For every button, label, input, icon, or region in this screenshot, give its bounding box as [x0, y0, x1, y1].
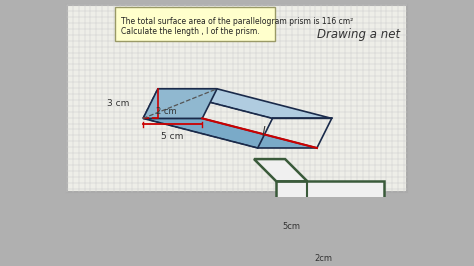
Polygon shape [143, 89, 217, 118]
Text: 5cm: 5cm [283, 222, 301, 231]
FancyBboxPatch shape [67, 5, 407, 192]
Text: Drawing a net: Drawing a net [317, 28, 400, 41]
Text: 5 cm: 5 cm [162, 132, 184, 141]
Text: The total surface area of the parallelogram prism is 116 cm²: The total surface area of the parallelog… [121, 17, 353, 26]
Bar [276, 181, 383, 248]
Text: Calculate the length , l of the prism.: Calculate the length , l of the prism. [121, 27, 259, 36]
Text: 2 cm: 2 cm [155, 107, 176, 115]
Text: 3 cm: 3 cm [107, 99, 130, 108]
FancyBboxPatch shape [115, 7, 275, 41]
Text: l: l [262, 126, 265, 139]
Polygon shape [158, 89, 332, 118]
Polygon shape [254, 248, 307, 266]
Text: 2cm: 2cm [315, 255, 333, 264]
Polygon shape [143, 118, 317, 148]
Polygon shape [254, 159, 307, 181]
